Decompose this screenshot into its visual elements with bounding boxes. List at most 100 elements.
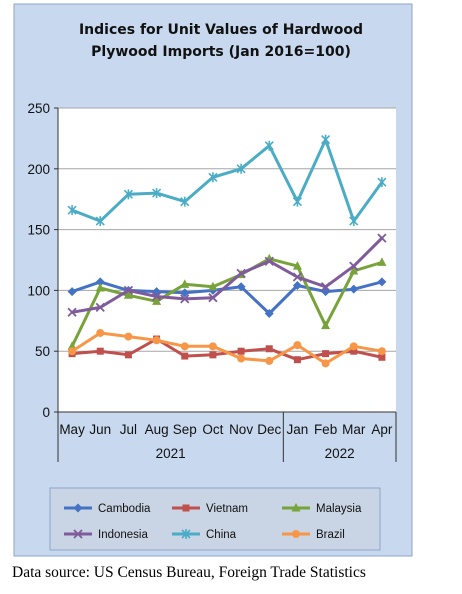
legend-swatch-marker <box>292 530 300 538</box>
data-point <box>377 257 387 266</box>
legend-label: Malaysia <box>316 503 362 515</box>
data-point <box>180 288 190 298</box>
data-point <box>321 359 330 368</box>
data-point <box>349 342 358 351</box>
data-point <box>152 188 162 199</box>
legend-box <box>49 487 381 551</box>
x-tick-label: Aug <box>145 422 169 437</box>
data-point <box>95 282 105 292</box>
x-tick-label: May <box>59 422 85 437</box>
x-tick-label: Sep <box>173 422 197 437</box>
legend-swatch-marker <box>73 503 83 513</box>
data-point <box>124 351 132 359</box>
data-point <box>237 354 246 363</box>
series-brazil <box>68 328 386 368</box>
legend-swatch-marker <box>73 529 83 539</box>
legend-item: Indonesia <box>64 529 148 541</box>
series-china <box>67 134 387 227</box>
legend-item: Cambodia <box>64 503 151 515</box>
x-tick-label: Feb <box>314 422 337 437</box>
data-point <box>293 356 301 364</box>
series-lines <box>67 134 387 368</box>
data-point <box>67 205 77 216</box>
series-indonesia <box>67 233 387 317</box>
year-group-label: 2022 <box>325 446 355 461</box>
data-point <box>377 277 387 287</box>
x-tick-label: Mar <box>342 422 366 437</box>
legend-swatch-marker <box>182 504 190 512</box>
chart-title-line-2: Plywood Imports (Jan 2016=100) <box>91 44 351 60</box>
chart-title-line-1: Indices for Unit Values of Hardwood <box>79 22 363 38</box>
series-line <box>70 280 384 315</box>
x-tick-label: Apr <box>371 422 393 437</box>
data-point <box>349 265 359 275</box>
data-point <box>292 196 302 207</box>
data-point <box>236 282 246 292</box>
data-point <box>265 356 274 365</box>
data-point <box>264 256 274 266</box>
legend-swatch-marker <box>291 503 301 512</box>
legend-item: Malaysia <box>282 503 362 515</box>
data-point <box>208 293 218 303</box>
data-point <box>265 345 273 353</box>
data-point <box>95 216 105 227</box>
data-point <box>292 281 302 291</box>
legend-item: China <box>172 529 237 541</box>
data-point <box>95 277 105 287</box>
x-tick-label: Oct <box>202 422 223 437</box>
data-point <box>321 134 331 145</box>
data-point <box>292 272 303 282</box>
data-point <box>321 320 331 330</box>
data-point <box>292 261 302 270</box>
data-point <box>124 332 133 341</box>
data-point <box>237 347 245 355</box>
y-tick-label: 150 <box>27 223 50 238</box>
data-point <box>320 282 331 292</box>
y-tick-label: 0 <box>42 405 50 420</box>
data-point <box>96 347 104 355</box>
data-point <box>208 281 218 291</box>
data-point <box>264 140 274 151</box>
series-line <box>70 138 384 223</box>
data-point <box>293 341 302 350</box>
series-line <box>70 236 384 314</box>
legend-item: Vietnam <box>172 503 248 515</box>
data-point <box>67 287 77 297</box>
data-point <box>123 290 133 299</box>
y-axis-ticks: 0 50 100 150 200 250 <box>27 101 58 420</box>
y-tick-label: 200 <box>27 162 50 177</box>
data-point <box>208 172 218 183</box>
data-point <box>349 261 359 271</box>
plot-area <box>58 108 396 412</box>
data-point <box>123 285 134 296</box>
data-point <box>67 341 77 350</box>
data-point <box>378 353 386 361</box>
data-point <box>180 196 190 207</box>
legend-label: Indonesia <box>98 529 148 541</box>
x-axis: May Jun Jul Aug Sep Oct Nov Dec Jan Feb Mar Apr 2021… <box>57 108 397 462</box>
data-point <box>349 216 359 227</box>
x-tick-label: Dec <box>257 422 281 437</box>
legend: Cambodia Vietnam Malaysia Indonesia China Bra… <box>64 503 362 541</box>
x-tick-label: Jun <box>89 422 111 437</box>
data-point <box>95 302 105 313</box>
y-tick-label: 250 <box>27 101 50 116</box>
y-tick-label: 50 <box>35 344 50 359</box>
data-point <box>181 352 189 360</box>
legend-swatch-marker <box>181 529 191 539</box>
data-point <box>152 296 162 305</box>
data-source-note: Data source: US Census Bureau, Foreign T… <box>12 564 366 581</box>
year-group-label: 2021 <box>156 446 186 461</box>
legend-label: Cambodia <box>98 503 151 515</box>
x-tick-label: Nov <box>229 422 253 437</box>
data-point <box>377 177 387 188</box>
data-point <box>208 342 217 351</box>
data-point <box>209 351 217 359</box>
data-point <box>350 347 358 355</box>
data-point <box>68 347 77 356</box>
data-point <box>236 268 246 279</box>
series-line <box>70 331 384 365</box>
x-tick-label: Jul <box>120 422 137 437</box>
data-point <box>180 342 189 351</box>
